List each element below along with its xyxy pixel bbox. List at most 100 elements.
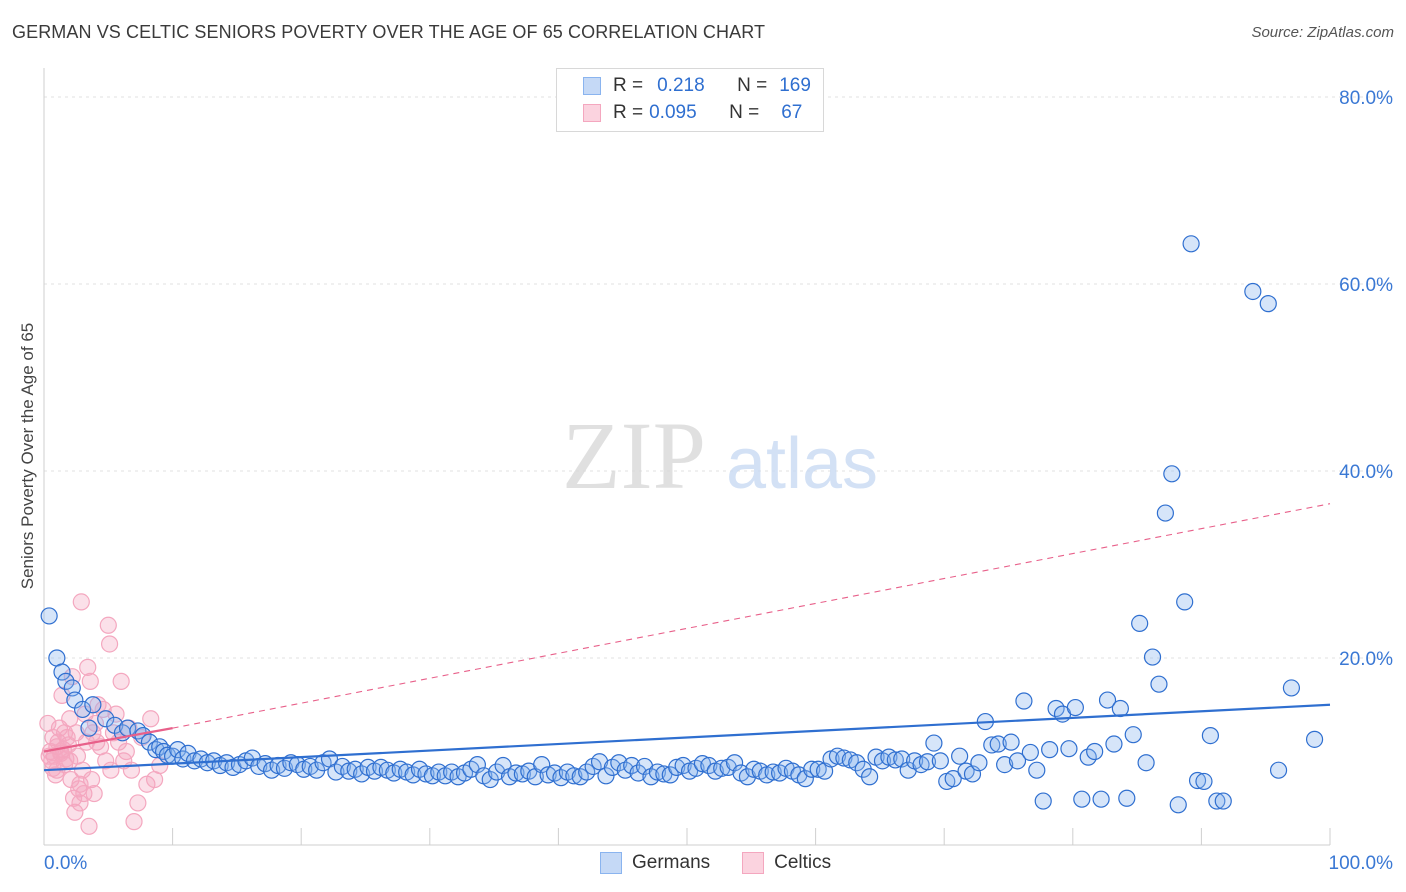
watermark-zip: ZIP [562,402,706,509]
german-point [1143,648,1162,666]
german-point [340,762,358,780]
celtics-point [89,696,107,714]
celtics-trend-line [43,727,173,753]
legend-r-value: 0.218 [657,75,705,96]
german-point [185,752,204,770]
legend-r-label: R = [613,75,644,96]
german-point [565,767,583,785]
german-point [488,763,506,781]
german-point [989,735,1007,753]
german-point [1201,727,1220,745]
correlation-legend: R = 0.218 N = 169 R = 0.095 N = 67 [556,68,824,132]
celtics-point [79,658,97,676]
celtics-point [55,724,74,742]
german-point [1150,675,1168,693]
celtics-point [99,616,117,634]
german-point [925,734,943,752]
celtics-point [142,710,160,728]
german-point [1137,754,1155,772]
german-point [1156,504,1174,522]
german-point [951,747,969,765]
watermark-atlas: atlas [726,424,878,504]
german-point [1118,789,1136,807]
german-point [353,765,371,783]
celtics-point [61,752,79,770]
german-point [533,755,551,774]
german-point [169,741,187,759]
german-point [1214,792,1232,810]
series-legend: Germans Celtics [600,852,863,874]
german-point [1060,740,1078,758]
celtics-point [125,813,143,831]
legend-r-label: R = [613,102,644,123]
german-point [1028,761,1046,779]
celtics-point [112,672,130,690]
celtics-trend-line-extended [172,503,1331,729]
data-points [39,235,1324,835]
gridlines [44,96,1394,659]
german-point [861,768,879,786]
german-point [803,760,821,778]
german-point [1131,614,1149,633]
legend-swatch-germans [583,77,601,95]
german-point [40,607,58,625]
celtics-point [80,817,98,835]
legend-n-label: N = [729,102,760,123]
series-swatch-germans [600,852,622,874]
celtics-point [73,761,92,779]
german-point [1105,735,1123,753]
celtics-point [97,752,115,770]
celtics-point [117,742,135,761]
german-point [84,696,102,714]
germans-trend-line [43,703,1331,772]
german-point [1034,792,1052,810]
series-swatch-celtics [742,852,765,874]
german-point [1188,771,1207,790]
axes [43,68,1331,846]
german-point [725,754,744,772]
german-point [1182,235,1200,253]
german-point [1092,790,1110,808]
german-point [886,751,904,769]
german-point [918,753,937,771]
german-point [1015,692,1033,710]
legend-row-germans: R = 0.218 N = 169 [583,73,811,99]
celtics-point [72,593,90,611]
german-point [828,747,847,765]
german-point [996,755,1014,774]
legend-n-value: 169 [779,75,811,96]
x-tick-label: 0.0% [44,853,87,874]
german-point [507,764,525,782]
german-point [629,764,647,782]
german-point [1021,743,1039,762]
german-point [57,672,75,690]
german-point [693,755,712,773]
german-point [1163,465,1181,483]
series-label-celtics: Celtics [774,852,832,873]
legend-r-value: 0.095 [649,102,697,123]
legend-n-label: N = [737,75,768,96]
german-point [539,766,557,784]
y-tick-label: 40.0% [1339,462,1393,483]
german-point [848,754,866,772]
german-point [1098,691,1117,709]
celtics-point [85,784,103,803]
german-point [1086,742,1104,761]
german-point [1208,792,1226,810]
tick-labels: 20.0% 40.0% 60.0% 80.0% 0.0% 100.0% [44,88,1393,874]
german-point [53,663,71,681]
german-point [668,758,686,776]
german-point [1002,733,1020,751]
german-point [1008,752,1027,770]
german-point [1073,790,1091,808]
y-tick-label: 80.0% [1339,88,1393,109]
celtics-point [66,803,84,821]
trend-lines [43,503,1331,772]
celtics-point [81,672,99,690]
german-point [1176,593,1194,611]
german-point [983,736,1001,754]
german-point [1169,796,1187,814]
german-point [1066,698,1084,717]
german-point [417,765,435,783]
german-point [931,752,949,770]
